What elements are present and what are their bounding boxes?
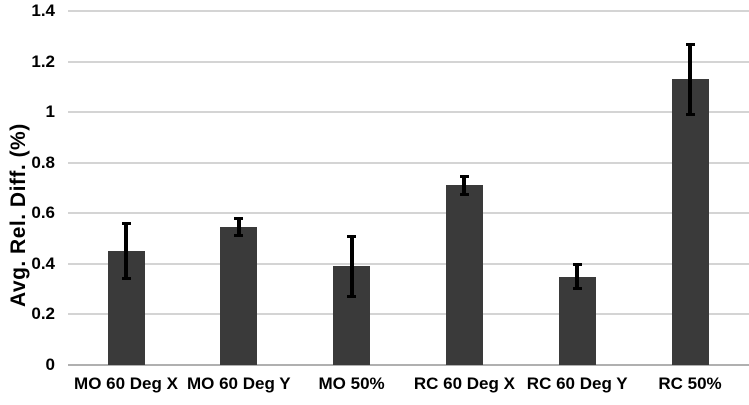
bar (220, 227, 258, 365)
y-tick-label: 1.2 (31, 51, 55, 71)
y-tick-label: 0 (45, 355, 55, 374)
bar (445, 185, 483, 365)
error-bar-cap-top (572, 262, 582, 266)
error-bar-cap-top (121, 222, 131, 226)
error-bar-line (688, 42, 692, 116)
error-bar-line (236, 217, 241, 238)
bar (671, 79, 709, 365)
x-category-label: RC 60 Deg Y (526, 374, 628, 393)
error-bar-cap-bottom (234, 234, 244, 238)
x-axis-line (68, 364, 749, 366)
error-bar-line (575, 262, 580, 291)
gridline (68, 313, 749, 316)
error-bar-cap-top (347, 234, 357, 238)
x-category-label: RC 50% (658, 374, 722, 393)
gridline (68, 212, 749, 215)
x-category-label: RC 60 Deg X (413, 374, 515, 393)
y-tick-label: 0.6 (31, 203, 55, 223)
error-bar-cap-top (234, 217, 244, 221)
error-bar-cap-top (685, 42, 695, 46)
error-bar-line (462, 175, 467, 196)
error-bar-cap-bottom (121, 277, 131, 281)
gridline (68, 161, 749, 164)
error-bar-cap-bottom (347, 294, 357, 298)
gridline (68, 111, 749, 114)
y-tick-label: 0.8 (31, 152, 55, 172)
y-tick-label: 1 (45, 102, 55, 122)
error-bar-cap-bottom (459, 192, 469, 196)
y-tick-label: 1.4 (31, 0, 55, 20)
y-tick-label: 0.4 (31, 253, 55, 273)
gridline (68, 10, 749, 12)
gridline (68, 262, 749, 265)
x-category-label: MO 60 Deg X (74, 374, 178, 393)
error-bar-line (349, 234, 354, 298)
bar (558, 276, 596, 365)
error-bar-cap-bottom (572, 287, 582, 291)
error-bar-cap-bottom (685, 112, 695, 116)
y-tick-label: 0.2 (31, 304, 55, 324)
error-bar-cap-top (459, 175, 469, 179)
x-category-label: MO 50% (318, 374, 385, 393)
error-bar-line (124, 222, 128, 281)
gridline (68, 60, 749, 63)
x-category-label: MO 60 Deg Y (186, 374, 291, 393)
